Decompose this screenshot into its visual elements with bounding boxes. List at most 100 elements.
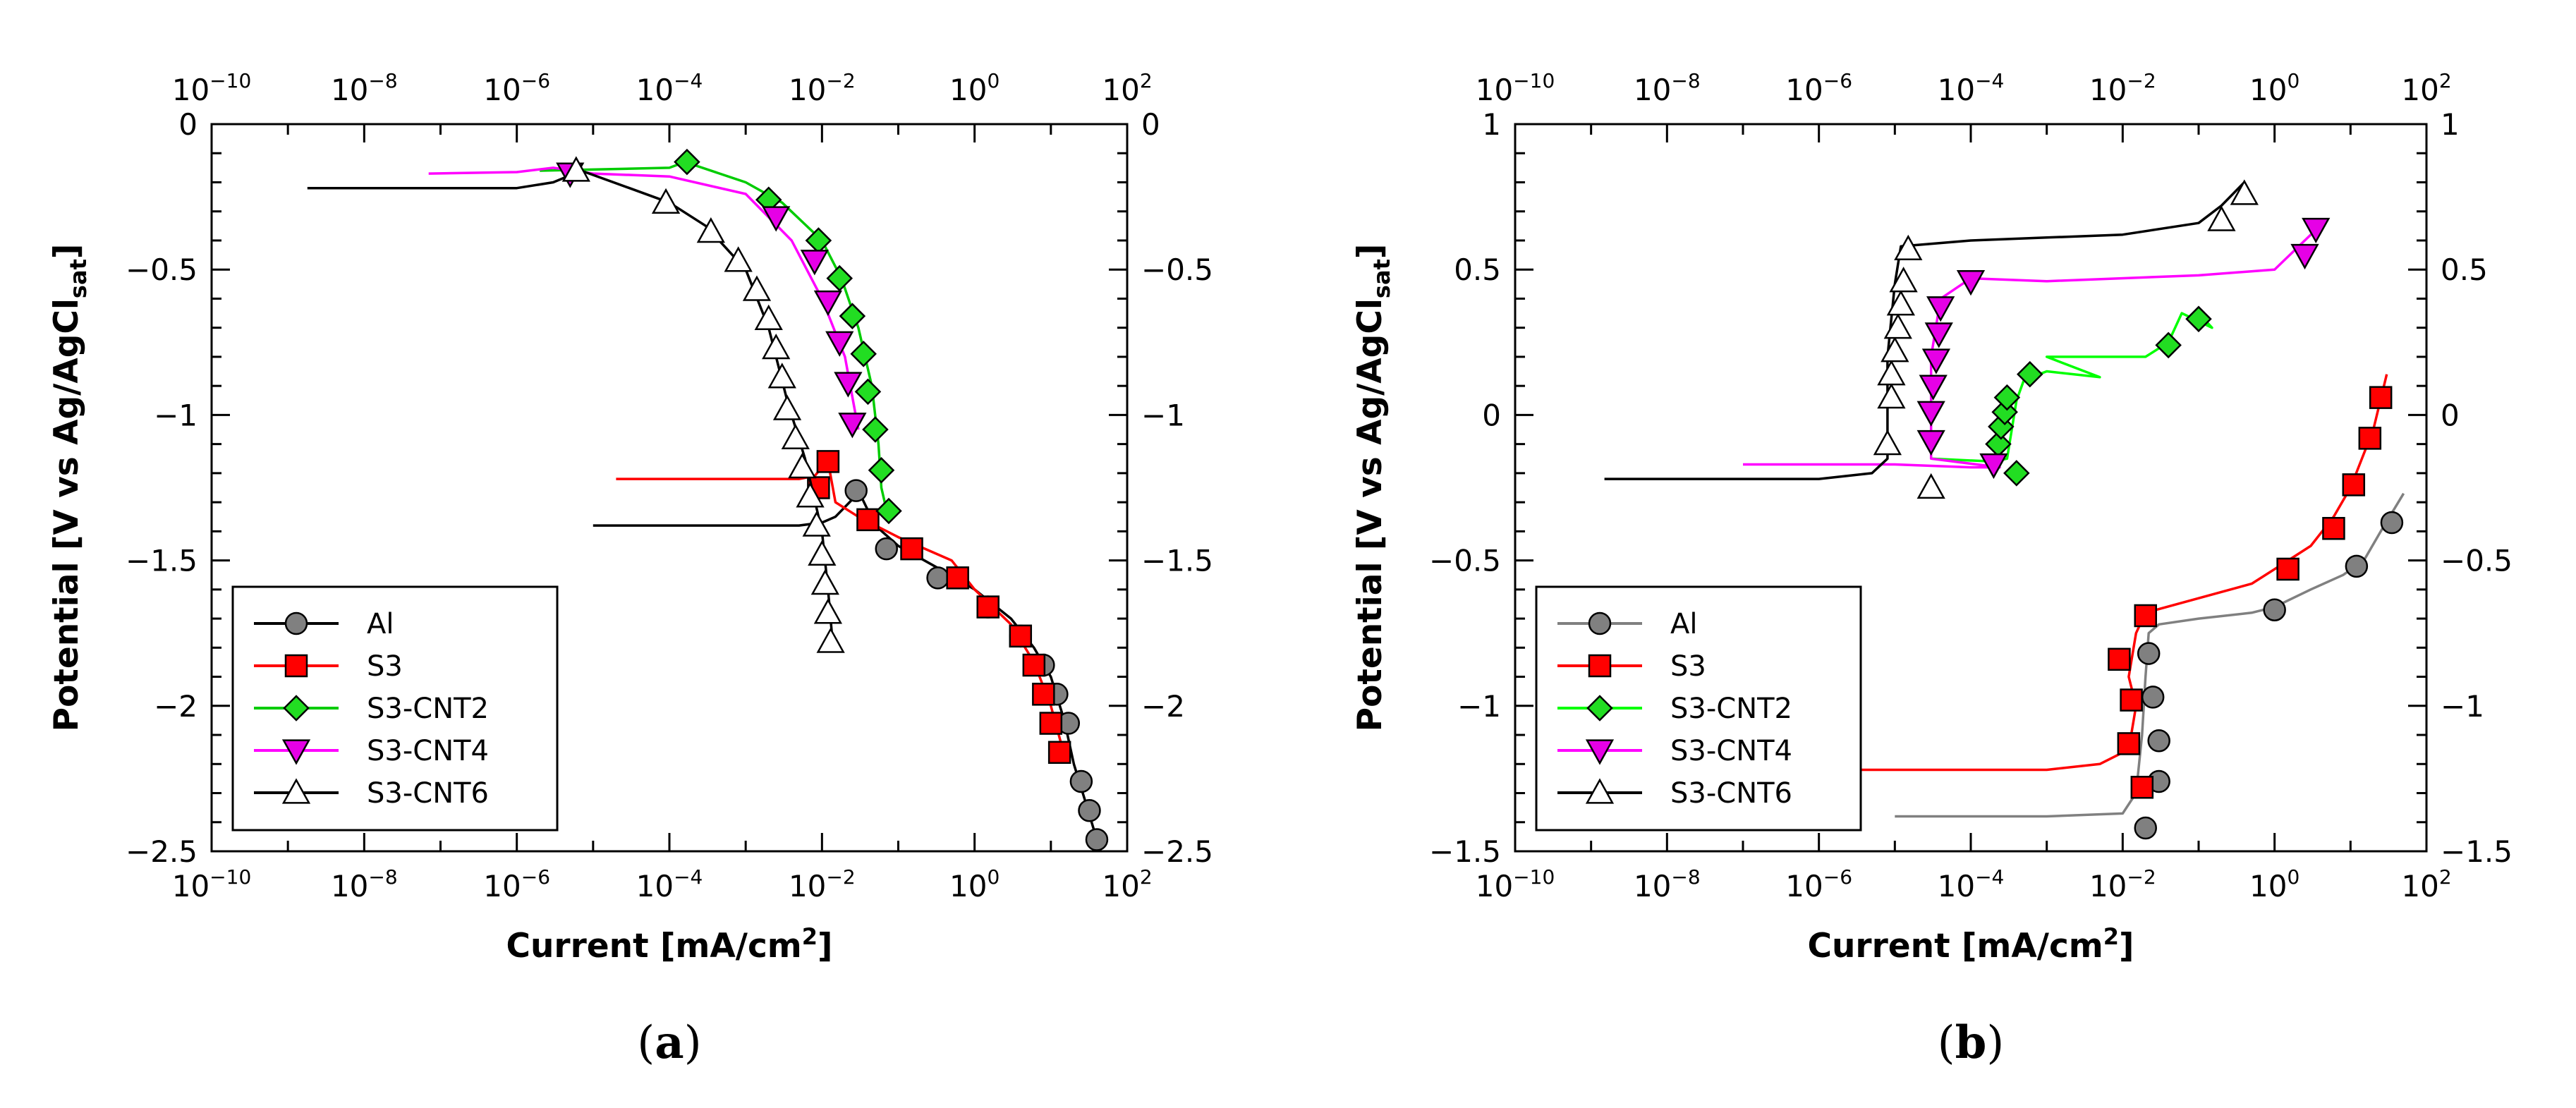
data-point xyxy=(2017,360,2043,388)
panel-b: 10−1010−1010−810−810−610−610−410−410−210… xyxy=(1351,69,2513,1069)
x-tick-label-bottom: 10−4 xyxy=(636,865,703,903)
data-point xyxy=(826,264,853,292)
series-line xyxy=(1743,222,2321,469)
legend-label: S3-CNT2 xyxy=(1670,693,1792,725)
data-point xyxy=(1924,322,1953,348)
legend-entry: S3 xyxy=(254,650,403,683)
legend-entry: S3-CNT6 xyxy=(1557,777,1792,810)
data-point xyxy=(772,394,802,420)
panel-caption: (b) xyxy=(1938,1016,2005,1069)
series-s3-cnt2 xyxy=(1931,305,2213,487)
data-point xyxy=(813,290,843,317)
y-tick-label-right: −0.5 xyxy=(1141,252,1213,287)
data-point xyxy=(2134,604,2157,628)
data-point xyxy=(1894,234,1923,260)
data-point xyxy=(2322,516,2345,540)
x-tick-label-top: 10−2 xyxy=(789,69,856,107)
legend-marker xyxy=(283,695,310,722)
x-tick-label-top: 10−4 xyxy=(636,69,703,107)
series-s3-cnt6 xyxy=(307,156,845,653)
legend-marker xyxy=(284,611,308,635)
panel-caption: (a) xyxy=(637,1016,701,1069)
data-point xyxy=(2263,598,2286,621)
data-point xyxy=(1926,296,1955,322)
x-tick-label-top: 10−6 xyxy=(483,69,550,107)
data-point xyxy=(796,482,825,508)
data-point xyxy=(2120,688,2143,712)
data-point xyxy=(844,479,868,502)
data-point xyxy=(1022,653,1046,677)
data-point xyxy=(1873,430,1902,456)
data-point xyxy=(838,413,867,439)
data-point xyxy=(1883,313,1912,339)
legend-label: Al xyxy=(1670,608,1697,640)
x-tick-label-top: 10−10 xyxy=(172,69,252,107)
x-tick-label-bottom: 10−2 xyxy=(789,865,856,903)
data-point xyxy=(2155,331,2182,359)
legend-marker xyxy=(1586,695,1613,722)
data-point xyxy=(816,450,840,473)
data-point xyxy=(2117,732,2141,755)
data-point xyxy=(802,511,831,537)
x-tick-label-top: 10−2 xyxy=(2089,69,2156,107)
legend-entry: S3 xyxy=(1557,650,1706,683)
x-tick-label-bottom: 10−8 xyxy=(331,865,398,903)
legend: Al S3 S3-CNT2 S3-CNT4 S3-CNT6 xyxy=(1535,585,1862,832)
data-point xyxy=(2147,729,2170,753)
series-line xyxy=(307,169,834,648)
legend-marker xyxy=(1588,654,1612,678)
x-tick-label-top: 102 xyxy=(1102,69,1152,107)
x-tick-label-bottom: 10−10 xyxy=(172,865,252,903)
data-point xyxy=(1921,348,1951,375)
y-tick-label-right: −1.5 xyxy=(1141,544,1213,578)
y-tick-label-left: −0.5 xyxy=(1429,544,1501,578)
y-tick-label-left: −1.5 xyxy=(126,544,198,578)
x-tick-label-bottom: 100 xyxy=(949,865,1000,903)
data-point xyxy=(762,206,791,232)
x-tick-label-bottom: 102 xyxy=(2401,865,2451,903)
y-tick-label-left: −2 xyxy=(154,689,198,724)
data-point xyxy=(2342,473,2366,497)
data-point xyxy=(2302,217,2331,244)
series-s3-cnt6 xyxy=(1604,179,2259,499)
data-point xyxy=(2003,460,2030,487)
data-point xyxy=(875,537,898,561)
data-point xyxy=(1047,741,1071,765)
y-tick-label-right: 0 xyxy=(1141,107,1160,142)
data-point xyxy=(1916,430,1945,456)
data-point xyxy=(850,341,877,367)
series-s3-cnt2 xyxy=(540,148,902,525)
y-tick-label-left: 0 xyxy=(1482,398,1501,432)
data-point xyxy=(2230,179,2259,205)
data-point xyxy=(781,423,810,450)
data-point xyxy=(1919,375,1948,401)
x-tick-label-top: 10−10 xyxy=(1476,69,1555,107)
data-point xyxy=(561,156,590,182)
series-s3 xyxy=(1818,374,2393,799)
legend-entry: Al xyxy=(254,608,394,640)
data-point xyxy=(2137,642,2161,665)
y-tick-label-left: −1 xyxy=(154,398,198,432)
series-line xyxy=(428,166,860,430)
data-point xyxy=(674,148,700,176)
data-point xyxy=(1916,473,1945,499)
y-axis-title: Potential [V vs Ag/AgClsat] xyxy=(1351,244,1395,732)
data-point xyxy=(976,595,1000,619)
data-point xyxy=(854,378,882,406)
y-tick-label-right: −1 xyxy=(1141,398,1185,432)
data-point xyxy=(2290,243,2319,270)
x-tick-label-bottom: 10−6 xyxy=(1785,865,1852,903)
y-tick-label-right: −1.5 xyxy=(2441,834,2513,869)
data-point xyxy=(651,188,681,214)
y-tick-label-left: −1 xyxy=(1457,689,1501,724)
legend-label: S3 xyxy=(367,650,403,683)
y-tick-label-right: −0.5 xyxy=(2441,544,2513,578)
data-point xyxy=(1009,624,1033,648)
legend-entry: S3-CNT4 xyxy=(254,735,489,767)
y-tick-label-left: 0 xyxy=(178,107,198,142)
x-tick-label-top: 10−6 xyxy=(1785,69,1852,107)
data-point xyxy=(2141,686,2165,709)
data-point xyxy=(1078,799,1101,822)
data-point xyxy=(1032,683,1055,706)
